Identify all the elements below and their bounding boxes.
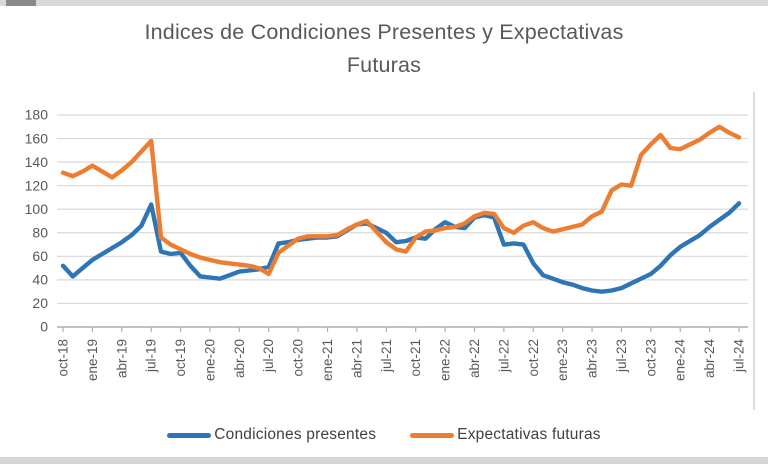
x-axis-tick-label: ene-23 (555, 339, 570, 381)
top-edge-mark (6, 0, 36, 6)
top-edge-strip (0, 0, 768, 6)
x-axis-tick-label: ene-24 (673, 339, 688, 382)
legend-label: Condiciones presentes (214, 426, 377, 443)
legend-item-expectativas-futuras: Expectativas futuras (410, 426, 601, 444)
bottom-edge-strip (0, 457, 768, 464)
x-axis-tick-label: oct-18 (56, 339, 71, 377)
x-axis-tick-label: oct-23 (643, 339, 658, 377)
x-axis-tick-label: abr-21 (349, 339, 364, 378)
x-axis-tick-label: jul-23 (614, 339, 629, 373)
series-line-expectativas-futuras (60, 124, 742, 277)
chart-title-line-1: Indices de Condiciones Presentes y Expec… (144, 20, 624, 44)
x-axis-tick-label: jul-19 (144, 339, 159, 373)
y-axis-tick-label: 0 (40, 319, 48, 335)
x-axis-tick-label: jul-20 (261, 339, 276, 373)
x-axis-tick-label: ene-21 (320, 339, 335, 381)
x-axis-tick-label: oct-20 (291, 339, 306, 377)
legend-label: Expectativas futuras (457, 426, 601, 443)
x-axis-tick-label: ene-22 (438, 339, 453, 381)
y-axis-tick-label: 120 (25, 177, 49, 193)
y-axis-tick-label: 60 (32, 248, 48, 264)
y-axis-tick-label: 40 (32, 272, 48, 288)
legend-swatch-blue-line (167, 432, 212, 438)
x-axis-tick-label: abr-22 (467, 339, 482, 378)
x-axis-tick-label: oct-19 (173, 339, 188, 377)
y-axis-tick-label: 100 (25, 201, 49, 217)
x-axis-tick-label: jul-21 (379, 339, 394, 373)
x-axis-tick-label: abr-20 (232, 339, 247, 378)
x-axis-tick-label: ene-20 (202, 339, 217, 381)
legend-swatch-orange-line (410, 432, 455, 438)
x-axis-tick-label: abr-19 (114, 339, 129, 378)
y-axis-tick-label: 20 (32, 295, 48, 311)
chart-title: Indices de Condiciones Presentes y Expec… (0, 16, 768, 82)
legend-item-condiciones-presentes: Condiciones presentes (167, 426, 376, 444)
x-axis-tick-label: abr-23 (585, 339, 600, 378)
right-edge-line (753, 92, 755, 410)
chart-legend: Condiciones presentes Expectativas futur… (0, 420, 768, 450)
y-axis-tick-label: 80 (32, 224, 48, 240)
chart-title-line-2: Futuras (346, 53, 422, 77)
x-axis-tick-label: abr-24 (702, 339, 717, 379)
line-chart: 0 20 40 60 80 100 120 140 160 180 oct-18 ene-19 abr-… (25, 107, 748, 382)
y-axis-tick-label: 160 (25, 130, 49, 146)
x-axis-tick-label: ene-19 (85, 339, 100, 381)
x-axis-tick-label: jul-24 (732, 339, 747, 374)
x-axis-tick-label: oct-22 (526, 339, 541, 377)
y-axis-tick-label: 180 (25, 107, 49, 123)
x-axis-tick-label: jul-22 (496, 339, 511, 373)
series-line-condiciones-presentes (60, 201, 742, 294)
x-axis-tick-label: oct-21 (408, 339, 423, 377)
y-axis-tick-label: 140 (25, 154, 49, 170)
